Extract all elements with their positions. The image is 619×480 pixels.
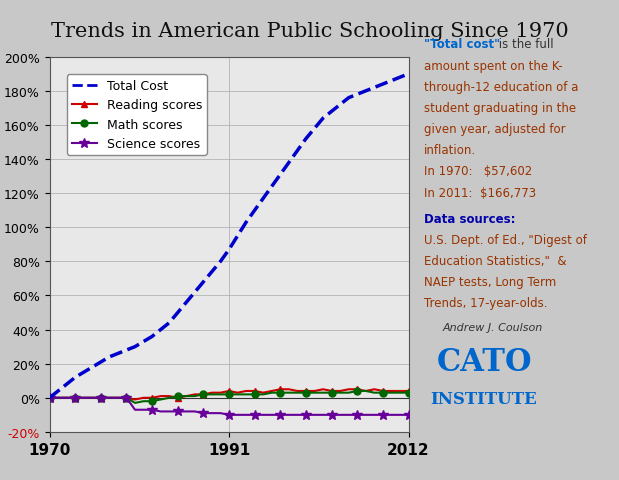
Text: "Total cost": "Total cost" xyxy=(424,38,500,51)
Text: Trends, 17-year-olds.: Trends, 17-year-olds. xyxy=(424,297,548,310)
Text: In 1970:   $57,602: In 1970: $57,602 xyxy=(424,165,532,178)
Text: CATO: CATO xyxy=(436,347,532,377)
Text: Trends in American Public Schooling Since 1970: Trends in American Public Schooling Sinc… xyxy=(51,22,568,41)
Text: Education Statistics,"  &: Education Statistics," & xyxy=(424,254,566,267)
Text: U.S. Dept. of Ed., "Digest of: U.S. Dept. of Ed., "Digest of xyxy=(424,233,587,246)
Text: INSTITUTE: INSTITUTE xyxy=(430,390,537,407)
Text: through-12 education of a: through-12 education of a xyxy=(424,81,578,94)
Text: Data sources:: Data sources: xyxy=(424,212,516,225)
Text: amount spent on the K-: amount spent on the K- xyxy=(424,60,563,72)
Text: Andrew J. Coulson: Andrew J. Coulson xyxy=(443,323,543,333)
Text: given year, adjusted for: given year, adjusted for xyxy=(424,123,566,136)
Legend: Total Cost, Reading scores, Math scores, Science scores: Total Cost, Reading scores, Math scores,… xyxy=(66,75,207,156)
Text: NAEP tests, Long Term: NAEP tests, Long Term xyxy=(424,276,556,288)
Text: In 2011:  $166,773: In 2011: $166,773 xyxy=(424,186,536,199)
Text: student graduating in the: student graduating in the xyxy=(424,102,576,115)
Text: is the full: is the full xyxy=(495,38,554,51)
Text: inflation.: inflation. xyxy=(424,144,476,157)
